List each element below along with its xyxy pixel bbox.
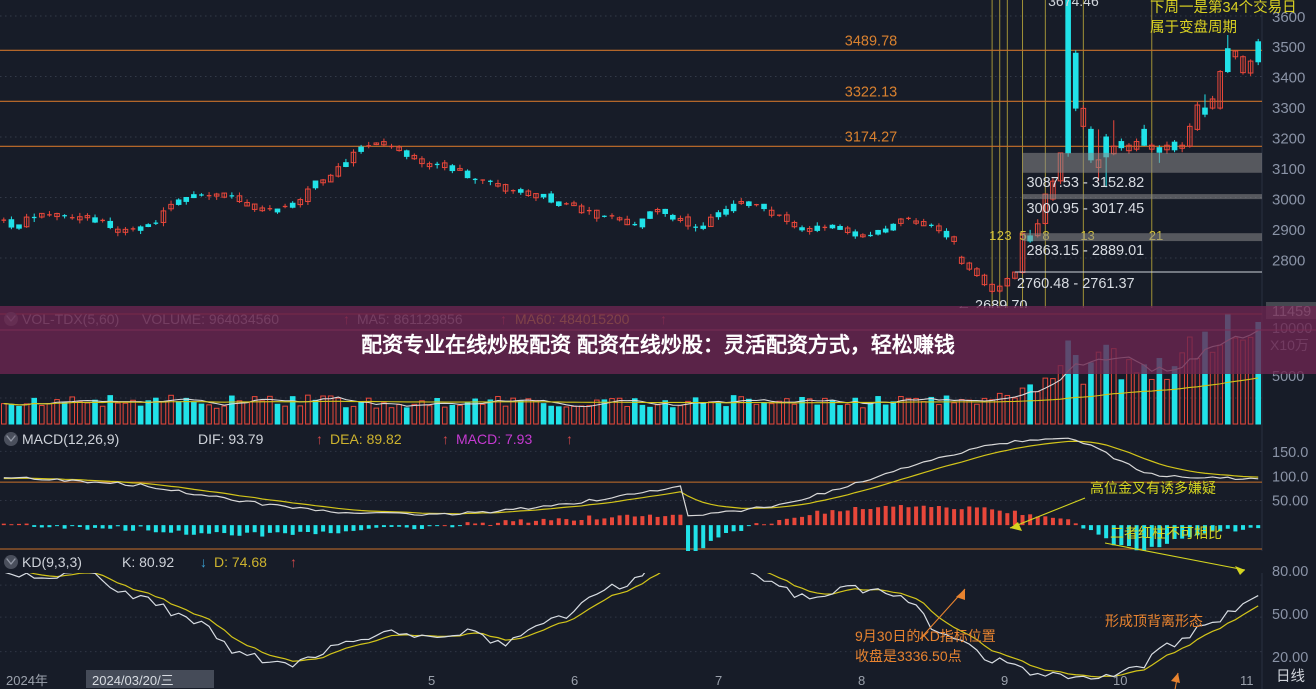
svg-text:9月30日的KD指标位置: 9月30日的KD指标位置 (855, 628, 996, 644)
svg-text:5: 5 (428, 673, 435, 688)
svg-text:↑: ↑ (566, 431, 573, 447)
svg-text:7: 7 (715, 673, 722, 688)
svg-text:收盘是3336.50点: 收盘是3336.50点 (855, 648, 962, 664)
svg-text:D: 74.68: D: 74.68 (214, 554, 267, 570)
svg-text:2024年: 2024年 (6, 673, 48, 688)
svg-text:3100: 3100 (1272, 161, 1305, 178)
svg-text:二者红柱不可相比: 二者红柱不可相比 (1110, 525, 1222, 541)
svg-text:50.00: 50.00 (1272, 494, 1308, 510)
svg-text:↓: ↓ (200, 554, 207, 570)
svg-text:2: 2 (997, 228, 1004, 243)
svg-text:80.00: 80.00 (1272, 564, 1308, 580)
svg-text:2863.15 - 2889.01: 2863.15 - 2889.01 (1027, 243, 1145, 259)
svg-text:DEA: 89.82: DEA: 89.82 (330, 431, 402, 447)
svg-text:3174.27: 3174.27 (845, 129, 897, 145)
svg-text:2024/03/20/三: 2024/03/20/三 (92, 673, 174, 688)
svg-text:配资专业在线炒股配资 配资在线炒股：灵活配资方式，轻松赚钱: 配资专业在线炒股配资 配资在线炒股：灵活配资方式，轻松赚钱 (361, 333, 955, 357)
svg-text:K: 80.92: K: 80.92 (122, 554, 174, 570)
svg-text:50.00: 50.00 (1272, 607, 1308, 623)
svg-text:3674.46: 3674.46 (1048, 0, 1099, 9)
svg-text:属于变盘周期: 属于变盘周期 (1150, 18, 1237, 36)
svg-text:11: 11 (1240, 673, 1254, 688)
svg-text:3000.95 - 3017.45: 3000.95 - 3017.45 (1027, 201, 1145, 217)
svg-text:KD(9,3,3): KD(9,3,3) (22, 554, 82, 570)
svg-text:日线: 日线 (1276, 668, 1305, 685)
svg-text:MACD: 7.93: MACD: 7.93 (456, 431, 532, 447)
svg-text:6: 6 (571, 673, 578, 688)
svg-text:↑: ↑ (290, 554, 297, 570)
svg-text:3322.13: 3322.13 (845, 84, 897, 100)
svg-text:3400: 3400 (1272, 70, 1305, 87)
svg-text:↑: ↑ (316, 431, 323, 447)
svg-text:↑: ↑ (442, 431, 449, 447)
svg-text:3500: 3500 (1272, 39, 1305, 56)
svg-text:3489.78: 3489.78 (845, 33, 897, 49)
svg-text:150.0: 150.0 (1272, 445, 1308, 461)
svg-text:8: 8 (858, 673, 865, 688)
svg-text:3087.53 - 3152.82: 3087.53 - 3152.82 (1027, 175, 1145, 191)
svg-text:20.00: 20.00 (1272, 650, 1308, 666)
svg-text:下周一是第34个交易日: 下周一是第34个交易日 (1150, 0, 1297, 16)
svg-text:1: 1 (989, 228, 996, 243)
svg-text:2900: 2900 (1272, 222, 1305, 239)
svg-text:形成顶背离形态: 形成顶背离形态 (1105, 613, 1203, 629)
svg-text:10: 10 (1113, 673, 1127, 688)
svg-text:9: 9 (1001, 673, 1008, 688)
svg-text:3200: 3200 (1272, 131, 1305, 148)
svg-text:高位金叉有诱多嫌疑: 高位金叉有诱多嫌疑 (1090, 480, 1216, 496)
svg-text:DIF: 93.79: DIF: 93.79 (198, 431, 264, 447)
svg-text:MACD(12,26,9): MACD(12,26,9) (22, 431, 119, 447)
svg-text:3300: 3300 (1272, 100, 1305, 117)
svg-text:100.0: 100.0 (1272, 469, 1308, 485)
svg-text:2760.48 - 2761.37: 2760.48 - 2761.37 (1017, 276, 1135, 292)
svg-text:3000: 3000 (1272, 191, 1305, 208)
svg-text:3: 3 (1004, 228, 1011, 243)
svg-text:2800: 2800 (1272, 252, 1305, 269)
